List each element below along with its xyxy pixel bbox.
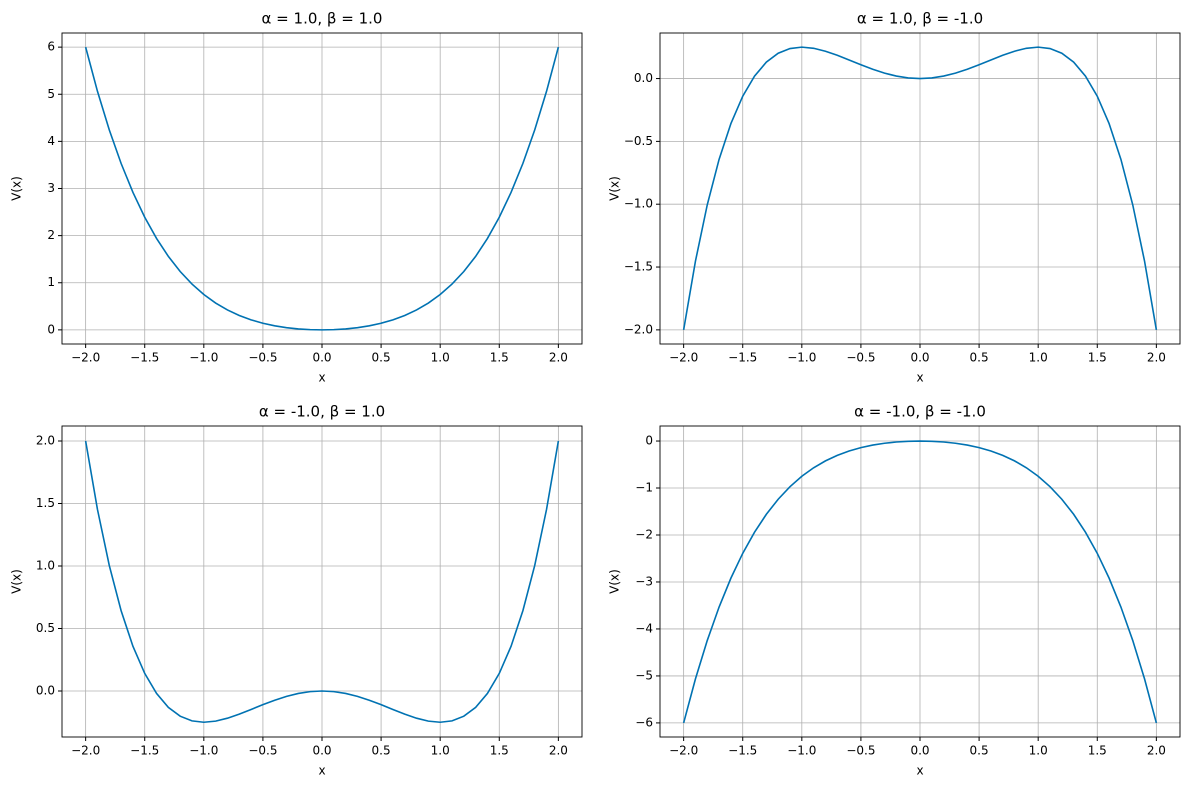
x-tick-label: 1.0	[431, 744, 450, 758]
y-tick-label: 4	[47, 134, 55, 148]
axes-frame	[659, 425, 1181, 738]
x-tick-label: 2.0	[1147, 744, 1166, 758]
x-tick-label: −1.5	[130, 351, 159, 365]
y-tick-label: −6	[635, 715, 653, 729]
y-tick-label: 1.5	[36, 496, 55, 510]
x-tick-label: −1.0	[787, 744, 816, 758]
y-tick-label: 1	[47, 275, 55, 289]
subplot: −2.0 −1.5 −1.0 −0.5 0.0 0.5 1.0 1.5 2.0 −6 −5 −4 −3 −…	[608, 403, 1181, 778]
axes-frame	[61, 425, 583, 738]
y-tick-label: 0	[645, 434, 653, 448]
axes-frame	[61, 32, 583, 345]
y-tick-label: −5	[635, 668, 653, 682]
x-tick-label: −0.5	[248, 744, 277, 758]
y-tick-label: −2	[635, 527, 653, 541]
x-tick-label: −2.0	[71, 351, 100, 365]
curve	[84, 440, 560, 724]
x-tick-label: 0.5	[372, 744, 391, 758]
x-tick-label: −2.0	[71, 744, 100, 758]
x-tick-label: 1.0	[1029, 744, 1048, 758]
chart-title: α = 1.0, β = -1.0	[857, 10, 983, 28]
x-tick-label: 1.5	[1088, 744, 1107, 758]
chart-title: α = -1.0, β = -1.0	[854, 403, 986, 421]
x-tick-label: 0.0	[910, 744, 929, 758]
chart-title: α = -1.0, β = 1.0	[259, 403, 385, 421]
y-tick-label: 5	[47, 87, 55, 101]
x-axis-label: x	[916, 764, 923, 778]
x-tick-label: 2.0	[549, 351, 568, 365]
subplot: −2.0 −1.5 −1.0 −0.5 0.0 0.5 1.0 1.5 2.0 −2.0 −1.5 −…	[608, 10, 1181, 385]
x-tick-label: 1.5	[490, 744, 509, 758]
x-tick-label: −1.0	[787, 351, 816, 365]
x-tick-label: 1.0	[1029, 351, 1048, 365]
y-axis-label: V(x)	[608, 569, 622, 594]
chart-title: α = 1.0, β = 1.0	[262, 10, 383, 28]
y-axis-label: V(x)	[10, 176, 24, 201]
y-tick-label: −3	[635, 574, 653, 588]
curve	[84, 46, 560, 331]
x-tick-label: 1.5	[1088, 351, 1107, 365]
x-tick-label: −2.0	[669, 351, 698, 365]
x-tick-label: −0.5	[846, 351, 875, 365]
curve	[682, 440, 1158, 724]
y-tick-label: −1	[635, 481, 653, 495]
y-tick-label: 2.0	[36, 434, 55, 448]
x-tick-label: −0.5	[846, 744, 875, 758]
x-axis-label: x	[916, 371, 923, 385]
x-tick-label: −1.0	[189, 744, 218, 758]
x-tick-label: 2.0	[1147, 351, 1166, 365]
y-axis-label: V(x)	[608, 176, 622, 201]
x-axis-label: x	[318, 371, 325, 385]
x-tick-label: 0.5	[970, 744, 989, 758]
y-tick-label: −0.5	[624, 134, 653, 148]
x-tick-label: −1.5	[130, 744, 159, 758]
x-tick-label: 0.0	[910, 351, 929, 365]
subplot: −2.0 −1.5 −1.0 −0.5 0.0 0.5 1.0 1.5 2.0 0.0 0.5 1.0…	[10, 403, 583, 778]
x-tick-label: −2.0	[669, 744, 698, 758]
y-tick-label: 0.5	[36, 621, 55, 635]
x-tick-label: −1.5	[728, 351, 757, 365]
y-tick-label: 1.0	[36, 559, 55, 573]
x-tick-label: 1.5	[490, 351, 509, 365]
y-tick-label: −2.0	[624, 322, 653, 336]
y-axis-label: V(x)	[10, 569, 24, 594]
x-tick-label: −1.0	[189, 351, 218, 365]
subplot: −2.0 −1.5 −1.0 −0.5 0.0 0.5 1.0 1.5 2.0 0 1 2 3 4 5 6 α …	[10, 10, 583, 385]
x-tick-label: 0.0	[312, 351, 331, 365]
y-tick-label: 0	[47, 322, 55, 336]
x-tick-label: 0.0	[312, 744, 331, 758]
y-tick-label: 0.0	[634, 71, 653, 85]
y-tick-label: 6	[47, 40, 55, 54]
y-tick-label: 3	[47, 181, 55, 195]
x-tick-label: 2.0	[549, 744, 568, 758]
axes-frame	[659, 32, 1181, 345]
y-tick-label: −1.0	[624, 197, 653, 211]
x-axis-label: x	[318, 764, 325, 778]
x-tick-label: 0.5	[372, 351, 391, 365]
y-tick-label: 0.0	[36, 684, 55, 698]
x-tick-label: −1.5	[728, 744, 757, 758]
y-tick-label: 2	[47, 228, 55, 242]
x-tick-label: −0.5	[248, 351, 277, 365]
y-tick-label: −4	[635, 621, 653, 635]
curve	[682, 46, 1158, 330]
x-tick-label: 0.5	[970, 351, 989, 365]
y-tick-label: −1.5	[624, 260, 653, 274]
x-tick-label: 1.0	[431, 351, 450, 365]
